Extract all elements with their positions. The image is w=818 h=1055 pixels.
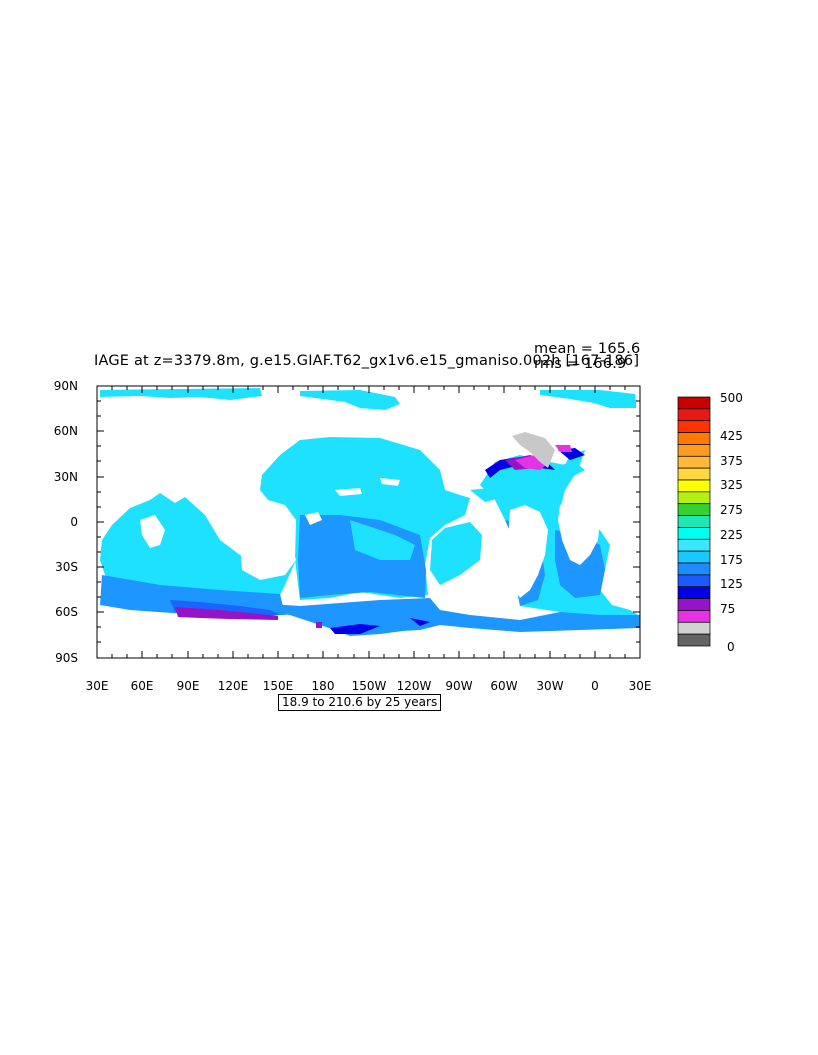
colorbar-swatch [677, 396, 711, 410]
southern-ocean-purple [175, 607, 278, 620]
lat-label-30n: 30N [53, 470, 78, 484]
southern-ocean-dark-blue [330, 624, 380, 634]
antarctica-land [97, 622, 640, 642]
lon-label: 90E [176, 679, 200, 693]
lon-label: 120E [217, 679, 249, 693]
contour-interval-box: 18.9 to 210.6 by 25 years [278, 694, 442, 711]
lon-label: 0 [591, 679, 599, 693]
lon-label: 150W [351, 679, 387, 693]
colorbar-label: 275 [720, 503, 743, 517]
colorbar-swatch [677, 408, 711, 422]
africa-land [558, 500, 600, 565]
colorbar-swatch [677, 538, 711, 552]
colorbar-label: 175 [720, 553, 743, 567]
colorbar-swatch [677, 598, 711, 611]
india-land [140, 515, 165, 548]
lon-label: 180 [311, 679, 335, 693]
lon-label: 60W [490, 679, 518, 693]
colorbar-label: 375 [720, 454, 743, 468]
arctic-ocean-region [540, 390, 636, 404]
colorbar-swatch [677, 479, 711, 493]
colorbar-swatch [677, 610, 711, 623]
colorbar-label: 0 [727, 640, 735, 654]
colorbar-label: 125 [720, 577, 743, 591]
colorbar-swatch [677, 432, 711, 445]
colorbar-label: 225 [720, 528, 743, 542]
colorbar-swatch [677, 455, 711, 469]
pacific-ocean-region [350, 520, 415, 560]
lon-label: 120W [396, 679, 432, 693]
rms-value: rms = 166.9 [534, 356, 627, 372]
islands-land [305, 512, 322, 525]
colorbar-swatch [677, 633, 711, 647]
colorbar-swatch [677, 467, 711, 481]
lon-label: 30E [85, 679, 109, 693]
colorbar-swatch [677, 562, 711, 576]
southern-ocean-dark-blue [410, 618, 430, 626]
atlantic-gray [512, 432, 555, 468]
colorbar-label: 425 [720, 429, 743, 443]
lat-label-60s: 60S [55, 605, 78, 619]
lon-label: 30W [536, 679, 564, 693]
arctic-ocean-region [590, 400, 636, 408]
colorbar-swatch [677, 444, 711, 457]
islands-land [335, 488, 362, 496]
colorbar-swatch [677, 550, 711, 564]
lon-label: 60E [130, 679, 154, 693]
lat-label-eq: 0 [70, 515, 78, 529]
lon-label: 30E [628, 679, 652, 693]
colorbar-swatch [677, 527, 711, 540]
axis-ticks [96, 385, 641, 659]
lat-label-90s: 90S [55, 651, 78, 665]
colorbar-swatch [677, 503, 711, 516]
map-field [97, 386, 640, 658]
pacific-ocean-region [430, 522, 482, 585]
colorbar [677, 396, 711, 647]
australia-land [240, 535, 296, 580]
colorbar-swatch [677, 515, 711, 528]
lat-label-60n: 60N [53, 424, 78, 438]
colorbar-label: 325 [720, 478, 743, 492]
lat-label-30s: 30S [55, 560, 78, 574]
arctic-ocean-region [100, 388, 262, 400]
colorbar-label: 75 [720, 602, 736, 616]
colorbar-swatch [677, 574, 711, 588]
south-america-land [508, 505, 548, 598]
lon-label: 150E [262, 679, 294, 693]
colorbar-label: 500 [720, 391, 743, 405]
colorbar-swatch [677, 491, 711, 505]
atlantic-magenta [555, 445, 572, 452]
mean-value: mean = 165.6 [534, 341, 641, 357]
islands-land [380, 478, 400, 486]
colorbar-swatch [677, 586, 711, 599]
colorbar-swatch [677, 621, 711, 635]
lat-label-90n: 90N [53, 379, 78, 393]
southern-ocean-dark-blue [170, 600, 280, 617]
gulf-region [470, 488, 500, 502]
lon-label: 90W [445, 679, 473, 693]
arctic-ocean-region [300, 390, 400, 410]
southern-ocean-purple [316, 622, 322, 628]
colorbar-swatch [677, 420, 711, 433]
atlantic-region [560, 462, 585, 478]
plot-title: IAGE at z=3379.8m, g.e15.GIAF.T62_gx1v6.… [94, 353, 640, 369]
